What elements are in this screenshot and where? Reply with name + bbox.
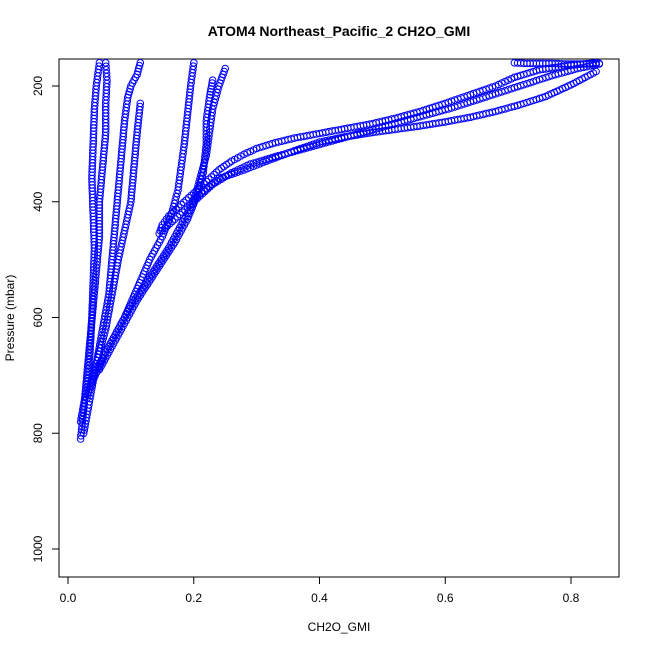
x-tick-label: 0.0 (60, 591, 77, 605)
data-point (133, 70, 141, 79)
data-point (190, 195, 198, 203)
data-point (164, 212, 173, 220)
data-point (592, 59, 600, 68)
data-point (163, 222, 172, 230)
data-point (189, 62, 198, 70)
profile-series-10 (190, 67, 600, 203)
data-point (188, 199, 197, 207)
x-axis: 0.0 0.2 0.4 0.6 0.8 (60, 576, 580, 605)
data-point (207, 85, 215, 93)
x-tick-label: 0.8 (563, 591, 580, 605)
data-point (210, 178, 218, 187)
y-tick-label: 200 (31, 76, 45, 96)
data-point (181, 206, 189, 214)
data-point (136, 59, 145, 67)
data-point (208, 79, 216, 87)
data-point (259, 158, 267, 167)
data-point (212, 168, 221, 176)
data-point (158, 226, 167, 235)
data-point (135, 61, 144, 70)
x-axis-label: CH2O_GMI (308, 620, 371, 634)
data-point (207, 82, 216, 90)
chart-title: ATOM4 Northeast_Pacific_2 CH2O_GMI (208, 23, 470, 39)
data-point (95, 59, 104, 67)
data-point (136, 102, 144, 111)
data-point (208, 76, 217, 84)
data-point (179, 198, 188, 207)
profile-series-11 (510, 59, 604, 68)
data-point (186, 201, 194, 209)
data-point (171, 215, 179, 223)
data-point (176, 210, 184, 219)
data-point (208, 105, 217, 113)
x-tick-label: 0.4 (311, 591, 328, 605)
data-point (95, 62, 103, 70)
y-tick-label: 600 (31, 307, 45, 327)
data-point (592, 67, 600, 76)
y-tick-label: 800 (31, 423, 45, 443)
data-point (177, 200, 185, 209)
data-points (76, 59, 604, 443)
data-point (217, 164, 226, 172)
data-point (168, 217, 177, 226)
profile-series-4 (83, 99, 145, 403)
data-point (182, 196, 190, 204)
data-point (206, 88, 215, 96)
data-point (161, 224, 169, 233)
data-point (207, 180, 216, 189)
data-point (166, 219, 174, 228)
data-point (184, 193, 193, 202)
x-tick-label: 0.2 (185, 591, 202, 605)
data-point (192, 193, 201, 201)
data-point (202, 184, 211, 193)
data-point (173, 213, 182, 221)
data-point (192, 187, 201, 195)
data-point (200, 187, 208, 195)
data-point (488, 83, 497, 91)
profile-series-6 (89, 64, 229, 380)
x-tick-label: 0.6 (437, 591, 454, 605)
data-point (225, 159, 233, 167)
data-point (206, 90, 214, 99)
profile-series-9 (158, 60, 604, 235)
data-point (136, 99, 145, 108)
data-point (197, 189, 206, 197)
data-point (169, 207, 178, 216)
y-axis-label: Pressure (mbar) (3, 275, 17, 362)
data-point (183, 203, 192, 212)
data-point (195, 191, 203, 199)
data-point (178, 208, 187, 216)
data-point (193, 194, 202, 203)
data-point (595, 59, 604, 68)
data-point (212, 176, 221, 185)
y-tick-label: 400 (31, 191, 45, 211)
data-point (191, 196, 199, 205)
y-tick-label: 1000 (31, 535, 45, 562)
data-point (190, 59, 198, 67)
data-point (167, 210, 175, 218)
data-point (174, 203, 183, 211)
data-point (172, 205, 180, 214)
data-point (205, 93, 214, 102)
y-axis: 200 400 600 800 1000 (31, 76, 60, 562)
data-point (252, 161, 261, 169)
data-point (221, 64, 229, 73)
